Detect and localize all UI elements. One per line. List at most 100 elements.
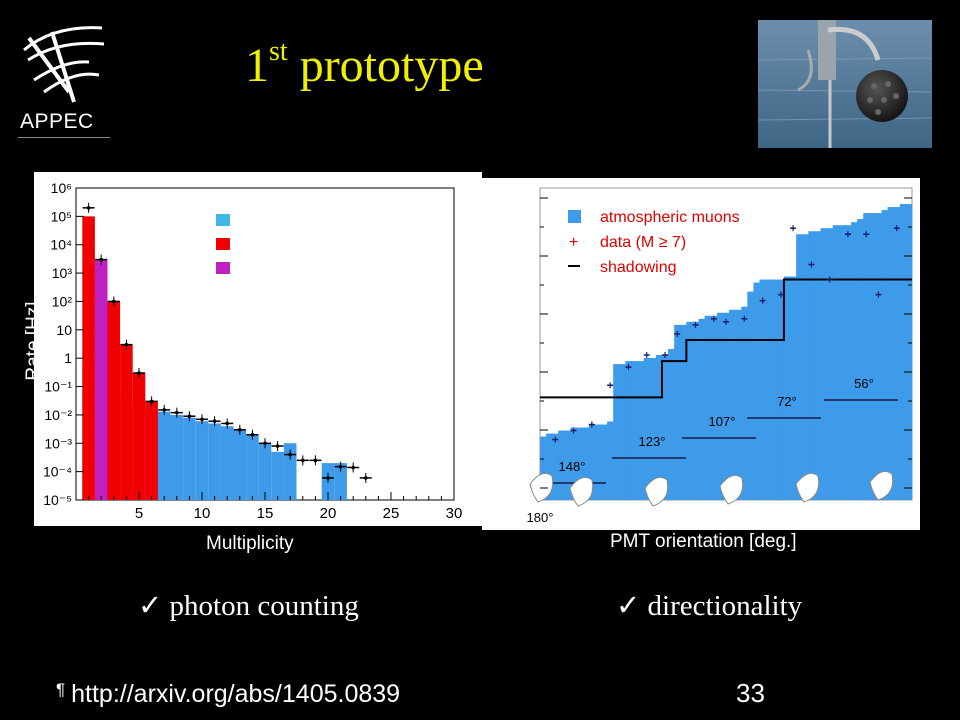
right-bar-22 xyxy=(674,324,681,500)
right-bar-48 xyxy=(832,225,840,500)
right-bar-21 xyxy=(668,349,675,500)
left-y-axis-label: Rate [Hz] xyxy=(23,301,44,381)
right-bar-17 xyxy=(643,358,651,500)
right-bar-23 xyxy=(680,324,687,500)
right-bar-58 xyxy=(893,207,901,500)
arxiv-link[interactable]: http://arxiv.org/abs/1405.0839 xyxy=(71,680,401,708)
right-bar-20 xyxy=(661,355,669,500)
right-pmt-shape-5 xyxy=(869,470,894,501)
left-point-11 xyxy=(225,421,229,426)
left-ytick-label-2: 10⁴ xyxy=(50,237,72,253)
left-xtick-label-2: 15 xyxy=(257,505,274,522)
left-point-17 xyxy=(301,458,305,463)
left-point-3 xyxy=(124,342,129,347)
right-ring-label-4: 56° xyxy=(854,376,874,391)
right-bar-6 xyxy=(576,427,583,500)
left-point-7 xyxy=(175,410,179,415)
photon-counting-check: ✓ photon counting xyxy=(138,590,359,622)
left-point-0 xyxy=(86,206,91,210)
right-bar-53 xyxy=(863,213,870,500)
right-legend-label-2: shadowing xyxy=(600,259,677,276)
right-bar-33 xyxy=(741,306,748,500)
left-point-16 xyxy=(288,452,292,457)
right-bar-45 xyxy=(814,231,821,500)
right-bar-49 xyxy=(838,225,846,500)
right-bar-42 xyxy=(796,234,803,501)
right-bar-38 xyxy=(771,279,779,500)
right-bar-5 xyxy=(570,427,577,500)
left-point-18 xyxy=(313,458,318,463)
right-bar-50 xyxy=(844,225,852,500)
right-bar-15 xyxy=(631,361,638,500)
right-bar-44 xyxy=(808,231,815,500)
left-xtick-label-0: 5 xyxy=(135,505,143,522)
right-bar-27 xyxy=(704,315,712,500)
slide-title: 1st prototype xyxy=(245,36,484,93)
right-bar-12 xyxy=(613,364,620,500)
left-ytick-label-1: 10⁵ xyxy=(51,208,72,224)
left-point-4 xyxy=(137,371,141,375)
right-bar-19 xyxy=(655,355,663,500)
right-bar-40 xyxy=(783,276,791,500)
left-point-6 xyxy=(162,408,166,412)
multiplicity-chart-svg: 5 10 15 20 25 30 10⁶ 10⁵ 10⁴ 10³ 10² 10 1 10⁻¹ 10⁻² 10⁻… xyxy=(43,180,463,522)
left-xtick-label-3: 20 xyxy=(320,505,337,522)
multiplicity-chart: 5 10 15 20 25 30 10⁶ 10⁵ 10⁴ 10³ 10² 10 1 10⁻¹ 10⁻² 10⁻… xyxy=(34,172,482,526)
left-ytick-label-5: 10 xyxy=(56,322,72,338)
right-xtick-label-0: 180° xyxy=(527,510,554,525)
title-text: prototype xyxy=(287,39,484,92)
left-point-5 xyxy=(149,399,154,404)
right-pmt-shape-4 xyxy=(795,472,820,503)
right-bar-55 xyxy=(875,213,882,500)
left-bar-s0-7 xyxy=(170,414,184,500)
left-point-1 xyxy=(99,257,103,262)
right-bar-24 xyxy=(686,321,693,500)
right-bar-1 xyxy=(546,433,553,500)
right-bar-57 xyxy=(887,207,895,500)
arxiv-reference[interactable]: ¶ http://arxiv.org/abs/1405.0839 xyxy=(56,680,400,709)
left-bar-s1-5 xyxy=(145,401,158,500)
orientation-chart: 148° 123° 107° 72° 56° atmospheric muons + dat… xyxy=(482,178,920,530)
right-bar-60 xyxy=(905,204,913,500)
right-bar-34 xyxy=(747,291,754,500)
right-bar-46 xyxy=(820,228,827,500)
right-bar-35 xyxy=(753,282,760,500)
orientation-chart-svg: 148° 123° 107° 72° 56° atmospheric muons + dat… xyxy=(527,187,913,525)
left-bar-s0-18 xyxy=(334,463,347,500)
left-bar-s0-6 xyxy=(157,411,171,500)
left-bar-s1-3 xyxy=(120,344,133,500)
right-ring-label-0: 148° xyxy=(559,459,586,474)
left-point-20 xyxy=(338,464,343,469)
right-legend-label-0: atmospheric muons xyxy=(600,209,740,226)
left-xtick-label-5: 30 xyxy=(446,505,463,522)
right-bar-11 xyxy=(607,421,614,500)
left-ytick-label-9: 10⁻³ xyxy=(44,435,72,451)
left-x-axis-label: Multiplicity xyxy=(206,533,294,554)
page-number: 33 xyxy=(736,678,765,708)
left-legend-swatch-0 xyxy=(216,214,230,226)
left-point-19 xyxy=(326,476,330,480)
left-point-22 xyxy=(364,476,368,480)
right-legend-swatch-1: + xyxy=(569,234,578,251)
right-legend-label-1: data (M ≥ 7) xyxy=(600,234,686,251)
right-x-axis-label: PMT orientation [deg.] xyxy=(610,531,797,552)
left-bar-s0-12 xyxy=(233,429,247,500)
right-bar-4 xyxy=(564,430,571,500)
right-bar-28 xyxy=(710,315,718,500)
left-point-12 xyxy=(238,427,242,432)
right-bar-29 xyxy=(716,312,724,500)
right-legend-swatch-0 xyxy=(568,210,581,223)
right-bar-43 xyxy=(802,234,809,501)
left-point-8 xyxy=(187,414,192,419)
right-bar-39 xyxy=(777,279,785,500)
left-bar-s1-2 xyxy=(107,301,121,500)
right-bar-30 xyxy=(722,312,730,500)
right-bar-8 xyxy=(588,424,596,500)
left-bar-s0-16 xyxy=(283,443,297,500)
right-pmt-shape-1 xyxy=(569,476,594,507)
right-ring-label-1: 123° xyxy=(639,434,666,449)
left-ytick-label-4: 10² xyxy=(52,293,73,309)
right-bar-2 xyxy=(552,433,559,500)
right-bar-59 xyxy=(899,204,907,500)
right-pmt-shape-3 xyxy=(719,474,744,505)
